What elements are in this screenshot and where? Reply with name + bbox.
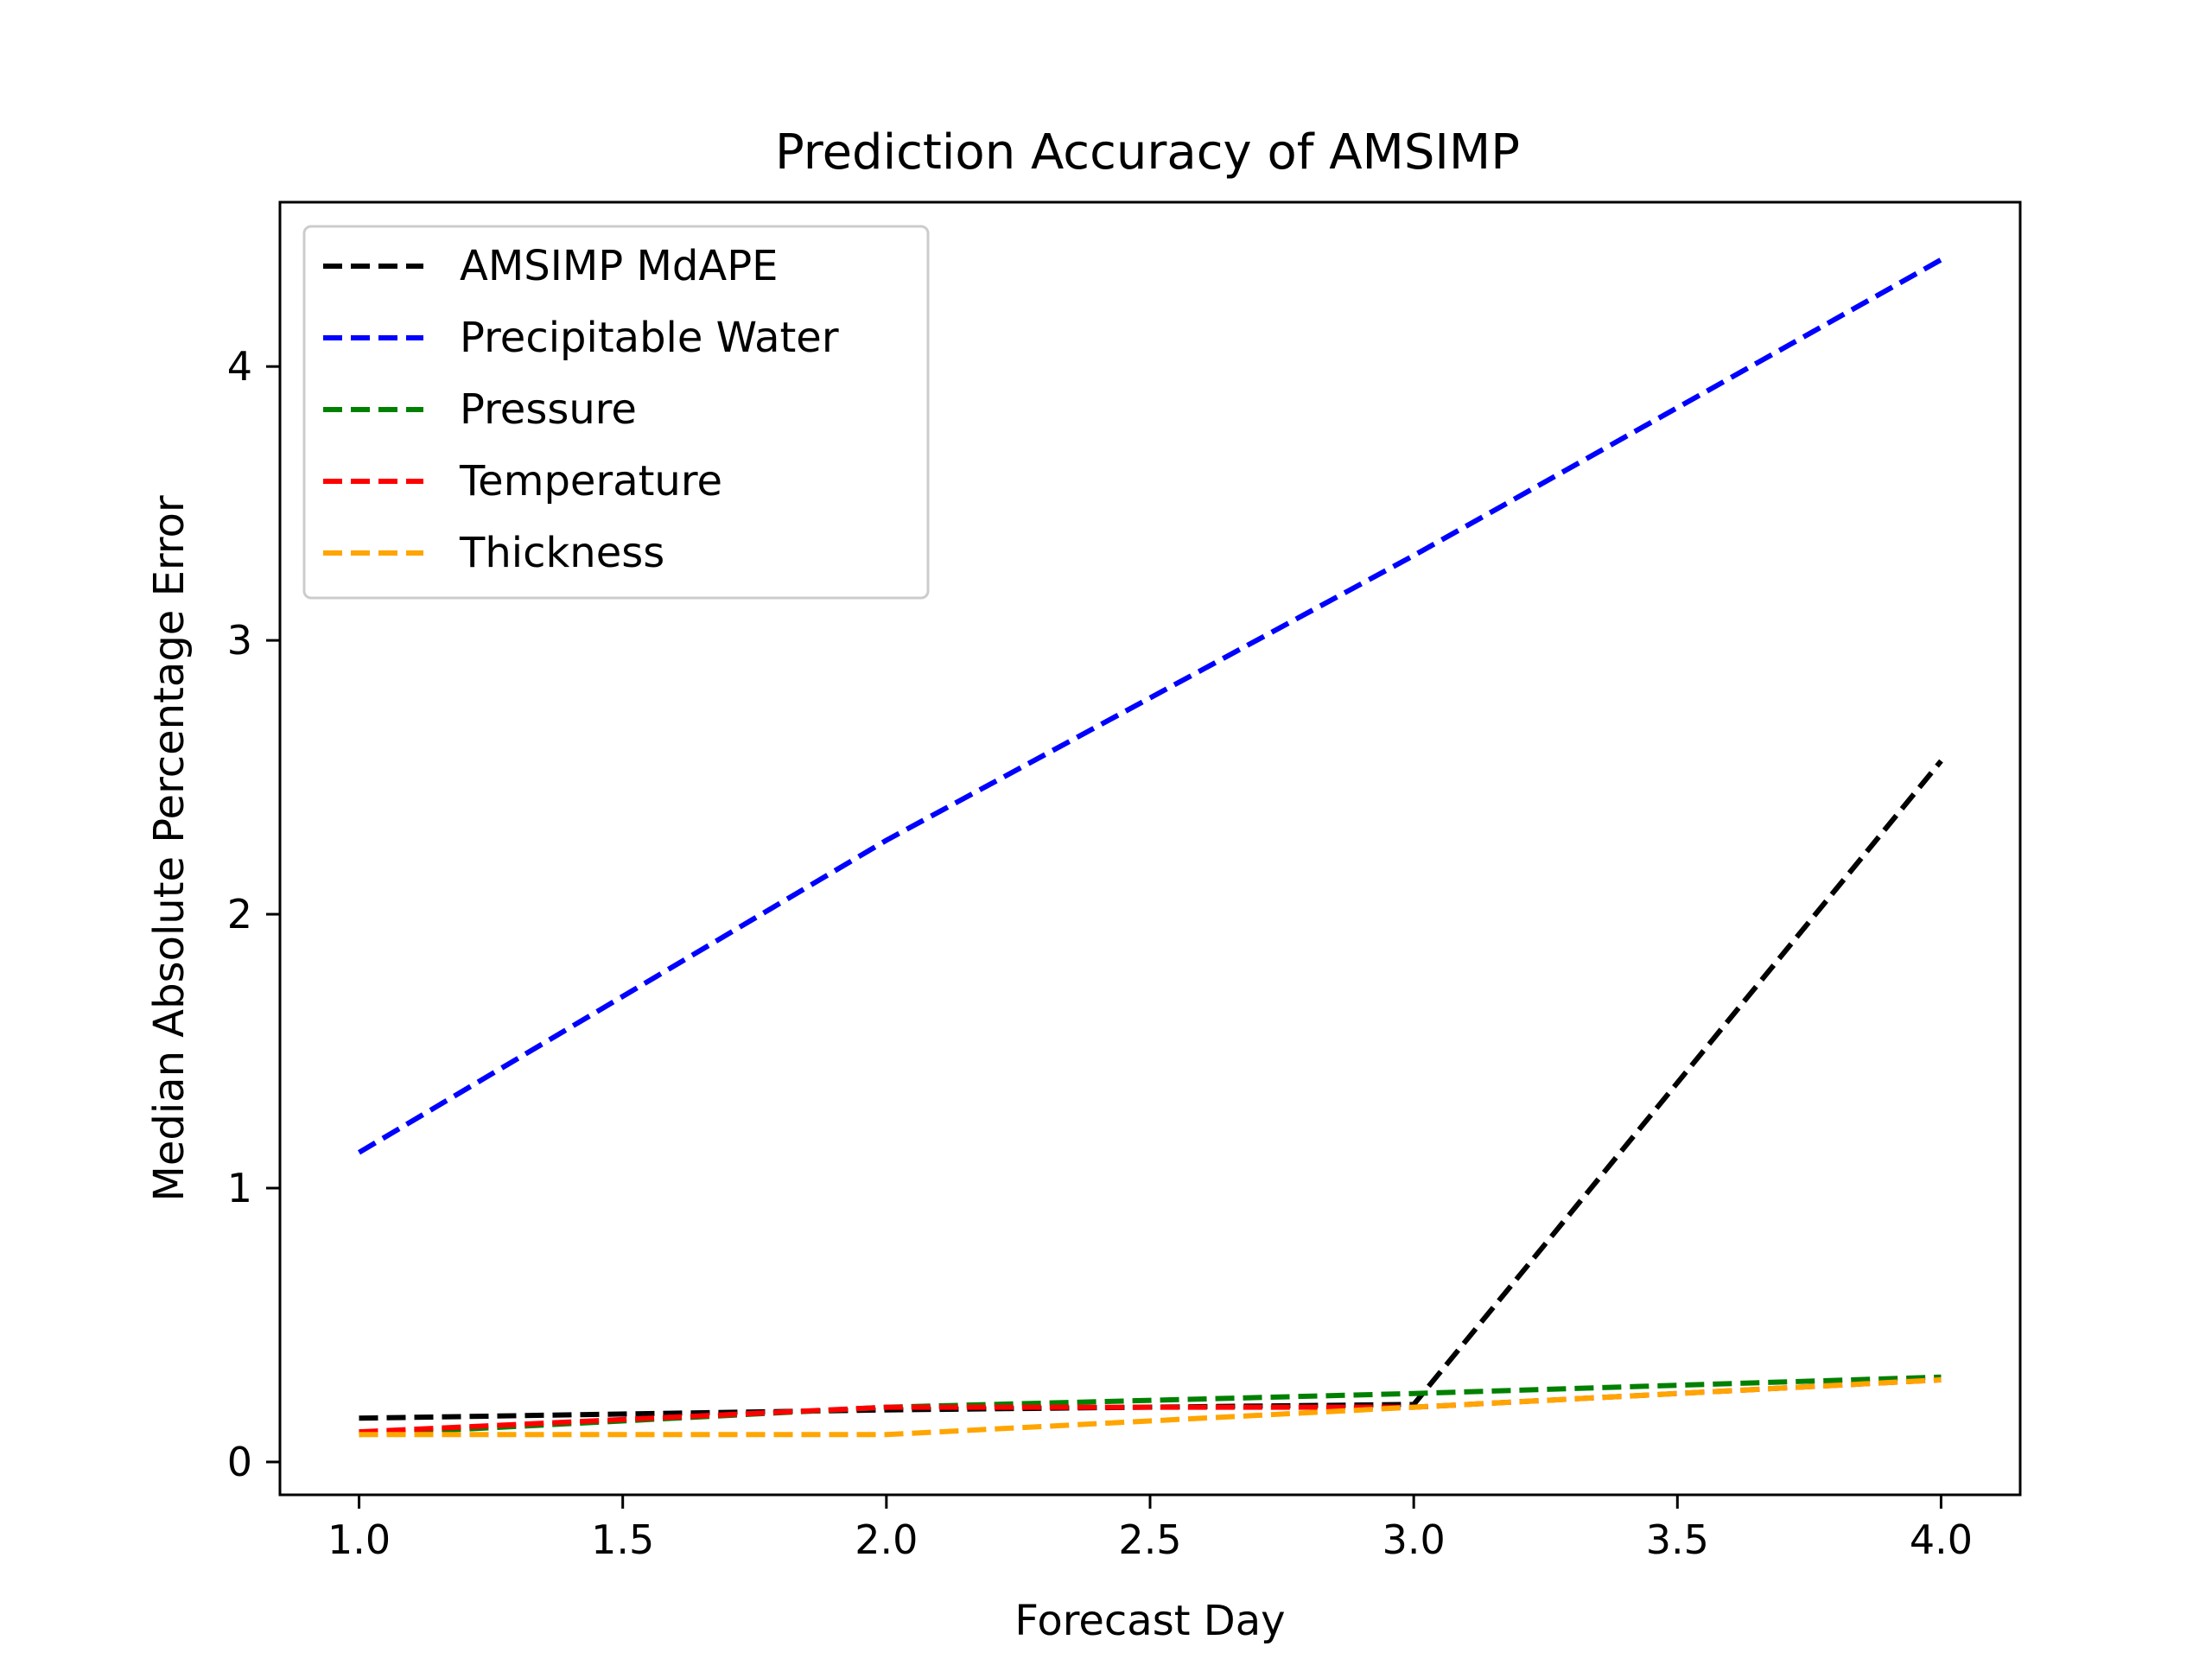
x-tick-label: 4.0 — [1910, 1516, 1973, 1563]
y-axis-label: Median Absolute Percentage Error — [145, 495, 194, 1201]
series-line-thickness — [359, 1376, 1942, 1438]
legend-box — [302, 225, 930, 600]
series-line-amsimp-mdape — [359, 759, 1943, 1421]
legend-label-temperature: Temperature — [459, 457, 722, 505]
series-layer — [357, 257, 1943, 1438]
y-tick-label: 2 — [227, 891, 252, 938]
x-tick-label: 1.0 — [327, 1516, 391, 1563]
x-axis-label: Forecast Day — [1014, 1597, 1285, 1645]
x-tick-label: 1.5 — [591, 1516, 654, 1563]
x-tick-label: 3.0 — [1382, 1516, 1446, 1563]
y-tick-label: 3 — [227, 617, 252, 664]
x-tick-label: 3.5 — [1646, 1516, 1709, 1563]
legend: AMSIMP MdAPE Precipitable Water Pressure Te… — [302, 225, 930, 600]
legend-label-pressure: Pressure — [460, 385, 637, 434]
legend-label-amsimp-mdape: AMSIMP MdAPE — [460, 242, 778, 290]
chart-title: Prediction Accuracy of AMSIMP — [775, 124, 1520, 181]
x-tick-label: 2.5 — [1118, 1516, 1181, 1563]
x-axis-ticks: 1.0 1.5 2.0 2.5 3.0 3.5 4.0 — [327, 1495, 1973, 1563]
legend-label-thickness: Thickness — [459, 529, 664, 577]
y-tick-label: 4 — [227, 343, 252, 390]
y-axis-ticks: 0 1 2 3 4 — [227, 343, 280, 1485]
legend-label-precipitable-water: Precipitable Water — [460, 314, 839, 362]
series-line-temperature — [359, 1376, 1942, 1435]
y-tick-label: 1 — [227, 1165, 252, 1211]
x-tick-label: 2.0 — [855, 1516, 918, 1563]
series-line-precipitable-water — [357, 257, 1942, 1155]
y-tick-label: 0 — [227, 1439, 252, 1485]
